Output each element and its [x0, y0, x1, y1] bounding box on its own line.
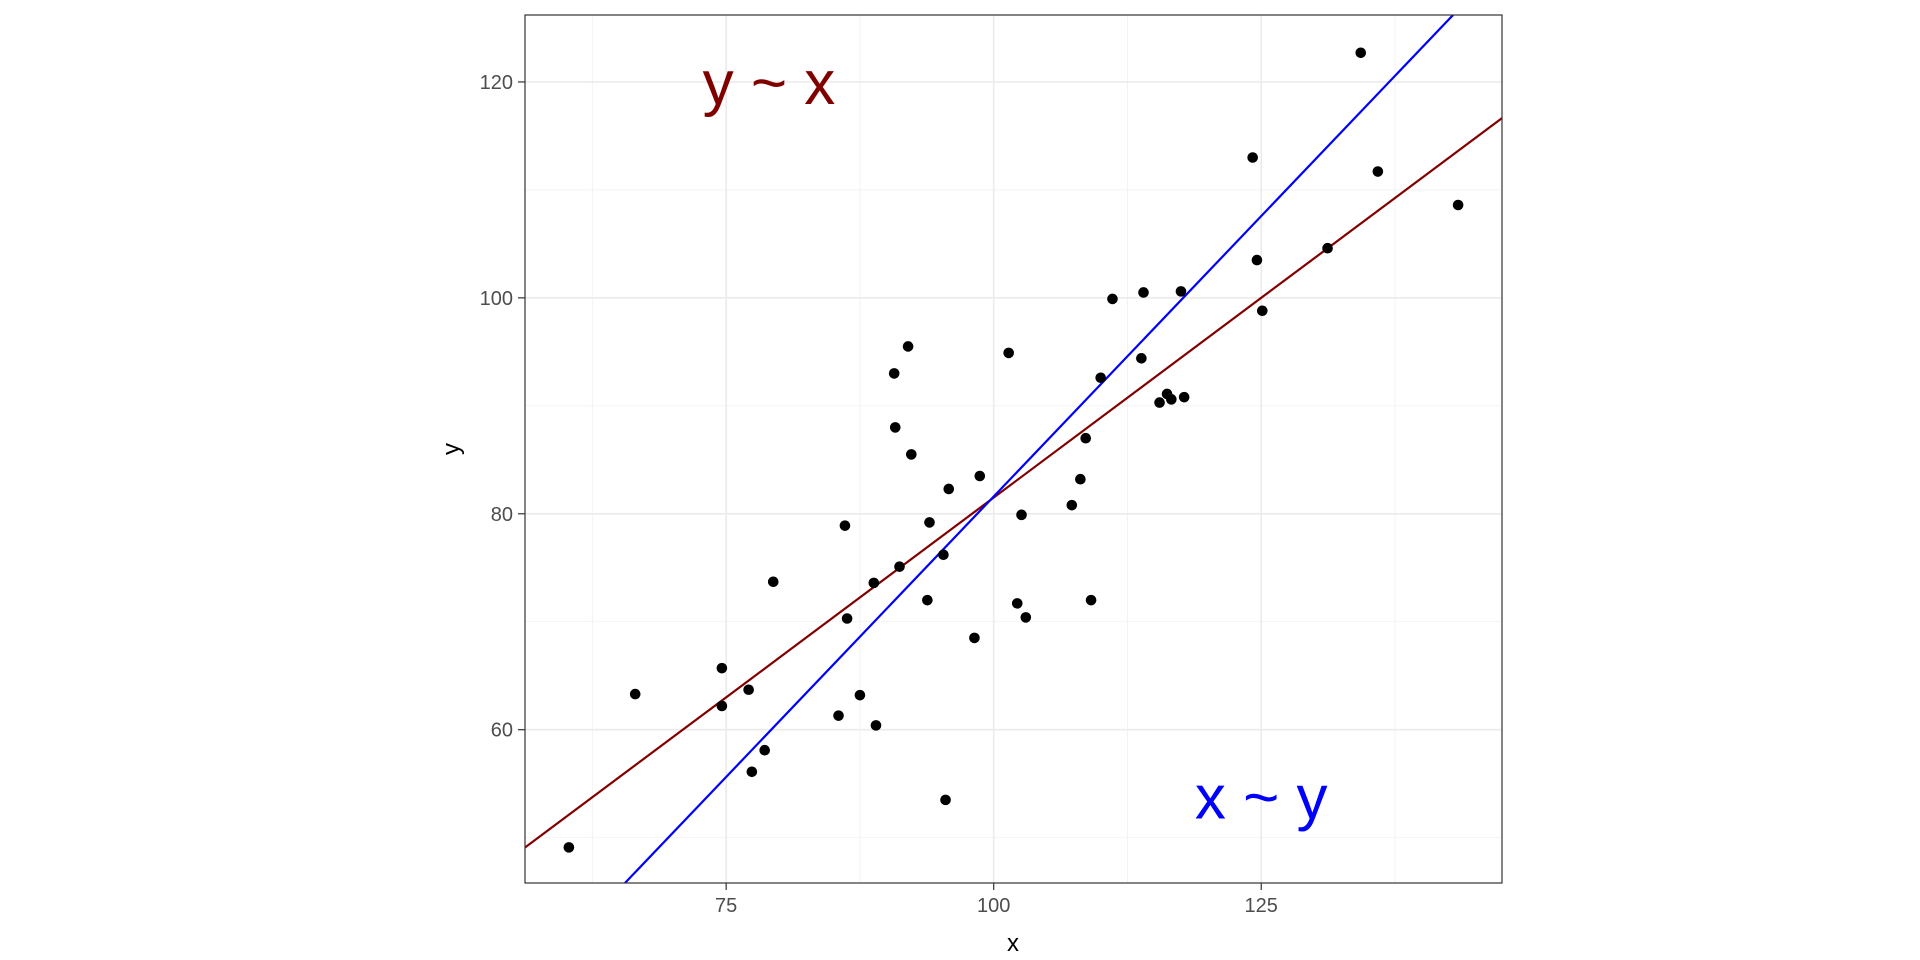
data-point	[1003, 347, 1014, 359]
data-point	[902, 341, 914, 352]
data-point	[1178, 391, 1190, 403]
data-point	[889, 422, 901, 433]
data-point	[1322, 242, 1333, 254]
x-tick-label: 75	[715, 895, 737, 917]
annotation-label: y ~ x	[703, 49, 836, 118]
x-axis-title: x	[1007, 930, 1019, 957]
y-axis-title: y	[438, 443, 465, 455]
y-tick-label: 100	[480, 288, 513, 310]
data-point	[938, 549, 949, 561]
data-point	[1355, 47, 1367, 59]
data-point	[888, 368, 900, 379]
data-point	[870, 720, 882, 731]
data-point	[1372, 166, 1384, 177]
x-tick-label: 125	[1245, 895, 1278, 917]
data-point	[943, 483, 955, 495]
regression-lines	[525, 15, 1502, 883]
data-point	[1066, 499, 1078, 511]
annotation-label: x ~ y	[1195, 764, 1328, 833]
data-point	[746, 766, 758, 778]
data-point	[833, 710, 844, 721]
y-tick-label: 60	[491, 720, 513, 742]
data-point	[1251, 254, 1263, 266]
data-point	[940, 794, 951, 806]
data-point	[1107, 293, 1118, 305]
regression-line	[525, 117, 1502, 849]
grid	[525, 15, 1502, 883]
y-tick-label: 80	[491, 504, 513, 526]
data-point	[1011, 598, 1023, 609]
x-tick-label: 100	[977, 895, 1010, 917]
data-point	[922, 594, 933, 606]
data-point	[759, 744, 771, 756]
data-point	[1075, 473, 1086, 485]
data-point	[974, 470, 986, 482]
data-point	[969, 632, 980, 644]
panel-background	[525, 15, 1502, 883]
data-points	[563, 47, 1464, 853]
data-point	[1136, 353, 1147, 364]
data-point	[1256, 305, 1268, 317]
data-point	[1080, 432, 1092, 444]
data-point	[1452, 199, 1464, 211]
data-point	[841, 613, 853, 624]
annotations: y ~ x x ~ y	[703, 49, 1328, 833]
data-point	[1138, 287, 1149, 298]
data-point	[924, 517, 935, 528]
regression-line	[623, 15, 1455, 883]
panel-border	[524, 14, 1503, 884]
data-point	[1016, 509, 1027, 521]
data-point	[743, 684, 754, 696]
y-tick-label: 120	[480, 72, 513, 94]
data-point	[563, 842, 575, 853]
data-point	[1154, 397, 1165, 408]
data-point	[1020, 612, 1032, 623]
data-point	[629, 688, 641, 700]
data-point	[906, 449, 917, 460]
data-point	[716, 700, 728, 712]
data-point	[767, 576, 779, 588]
data-point	[1166, 394, 1177, 405]
data-point	[839, 520, 851, 531]
data-point	[854, 689, 866, 701]
data-point	[1095, 372, 1107, 384]
data-point	[1247, 152, 1258, 163]
data-point	[1175, 286, 1187, 297]
data-point	[894, 561, 905, 572]
axes: 75 100 125 60 80 100 120	[480, 72, 1278, 917]
data-point	[716, 662, 728, 674]
data-point	[1085, 594, 1097, 606]
data-point	[868, 577, 880, 589]
